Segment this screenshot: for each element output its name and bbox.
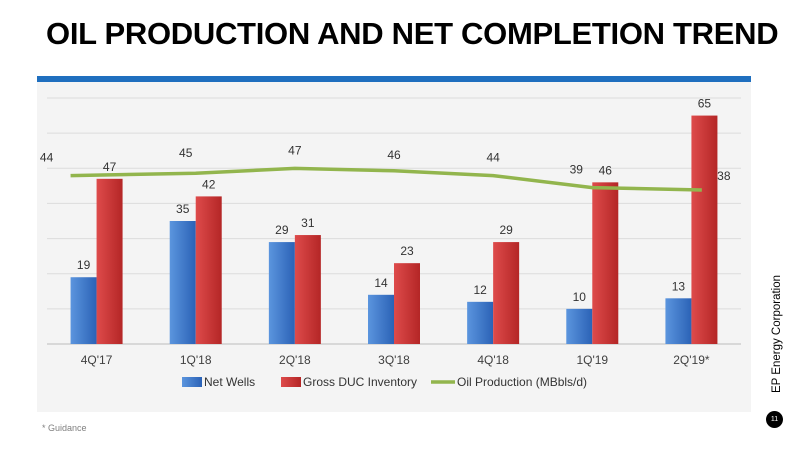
series-line-oil-production [70,166,702,192]
label-oil-production: 39 [570,163,584,177]
label-net-wells: 14 [374,276,388,290]
company-name: EP Energy Corporation [771,274,783,394]
page-title: OIL PRODUCTION AND NET COMPLETION TREND [46,16,779,51]
label-net-wells: 12 [473,283,487,297]
legend-gross-duc-label: Gross DUC Inventory [303,375,417,389]
label-oil-production: 44 [486,151,500,165]
page-number-badge: 11 [766,411,783,428]
title-divider [37,76,751,82]
bar-gross-duc [592,182,619,344]
bar-net-wells [467,301,494,344]
category-tick-label: 2Q'19* [673,353,710,367]
bar-net-wells [566,308,593,344]
label-net-wells: 13 [672,279,686,293]
bar-net-wells [70,277,97,344]
legend-gross-duc-swatch [281,377,301,387]
category-tick-label: 4Q'18 [477,353,509,367]
category-tick-label: 2Q'18 [279,353,311,367]
bar-net-wells [169,221,196,344]
label-gross-duc: 42 [202,177,216,191]
label-gross-duc: 29 [499,223,513,237]
chart-panel: 19 47 4Q'17 35 42 1Q'18 29 31 2Q'18 14 23 3Q'18 12 29… [37,82,751,412]
label-oil-production: 46 [387,148,401,162]
bar-gross-duc [294,235,321,344]
category-tick-label: 1Q'19 [576,353,608,367]
label-net-wells: 10 [573,290,587,304]
bar-gross-duc [195,196,222,344]
label-gross-duc: 23 [400,244,414,258]
label-net-wells: 19 [77,258,91,272]
label-net-wells: 35 [176,202,190,216]
label-gross-duc: 47 [103,160,117,174]
chart: 19 47 4Q'17 35 42 1Q'18 29 31 2Q'18 14 23 3Q'18 12 29… [40,97,741,389]
bar-gross-duc [493,242,520,344]
bar-net-wells [268,242,295,344]
label-oil-production: 47 [288,143,302,157]
bar-gross-duc [691,115,718,344]
label-oil-production: 45 [179,146,193,160]
category-tick-label: 1Q'18 [180,353,212,367]
legend-net-wells-swatch [182,377,202,387]
bar-gross-duc [96,178,123,344]
legend-net-wells-label: Net Wells [204,375,255,389]
legend-oil-production-label: Oil Production (MBbls/d) [457,375,587,389]
footnote: * Guidance [42,423,87,433]
label-gross-duc: 65 [698,97,712,111]
bar-net-wells [368,294,394,344]
category-tick-label: 3Q'18 [378,353,410,367]
label-oil-production: 38 [717,169,731,183]
bar-net-wells [665,298,692,344]
label-gross-duc: 46 [599,163,613,177]
label-gross-duc: 31 [301,216,315,230]
label-oil-production: 44 [40,151,54,165]
bar-gross-duc [394,263,420,344]
label-net-wells: 29 [275,223,289,237]
category-tick-label: 4Q'17 [81,353,113,367]
